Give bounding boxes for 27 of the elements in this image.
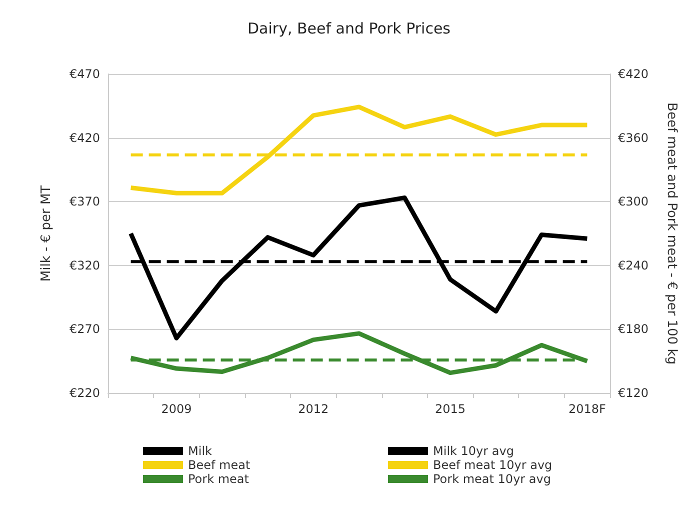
y2-axis-title: Beef meat and Pork meat - € per 100 kg <box>664 102 679 364</box>
x-tick-label: 2015 <box>435 402 466 416</box>
y-tick-label: €320 <box>69 258 100 272</box>
y-tick-label: €370 <box>69 194 100 209</box>
legend-label: Milk <box>188 444 212 458</box>
y2-tick-label: €420 <box>618 67 649 81</box>
y2-tick-label: €180 <box>618 322 649 336</box>
legend-label: Pork meat <box>188 472 250 486</box>
line-series <box>128 104 590 196</box>
y-tick-label: €420 <box>69 130 100 145</box>
y-tick-label: €470 <box>69 67 100 81</box>
legend-label: Milk 10yr avg <box>433 444 514 458</box>
legend-label: Beef meat 10yr avg <box>433 458 552 472</box>
y2-tick-label: €240 <box>618 258 649 272</box>
y-axis-title: Milk - € per MT <box>39 185 54 282</box>
x-tick-label: 2012 <box>298 402 329 416</box>
legend-label: Pork meat 10yr avg <box>433 472 551 486</box>
chart-title: Dairy, Beef and Pork Prices <box>248 20 451 38</box>
y-tick-label: €220 <box>69 386 100 400</box>
legend-label: Beef meat <box>188 458 250 472</box>
y-tick-label: €270 <box>69 322 100 336</box>
x-tick-label: 2009 <box>161 402 192 416</box>
y2-tick-label: €120 <box>618 386 649 400</box>
x-tick-label: 2018F <box>568 402 606 416</box>
y2-tick-label: €300 <box>618 194 649 209</box>
line-series <box>128 196 590 340</box>
y2-tick-label: €360 <box>618 130 649 145</box>
